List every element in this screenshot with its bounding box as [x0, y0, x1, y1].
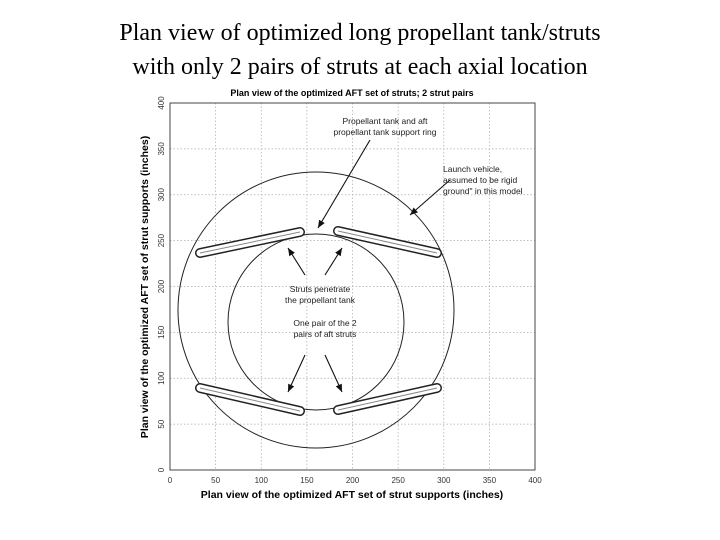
annotation: ground" in this model: [443, 186, 523, 196]
y-tick-label: 350: [157, 142, 166, 156]
strut: [195, 383, 305, 416]
annotation: pairs of aft struts: [294, 329, 357, 339]
x-tick-label: 250: [391, 476, 405, 485]
annotation: assumed to be rigid: [443, 175, 517, 185]
strut: [333, 383, 442, 415]
struts: [195, 226, 442, 416]
x-tick-label: 300: [437, 476, 451, 485]
annotation: propellant tank support ring: [333, 127, 436, 137]
y-tick-label: 300: [157, 188, 166, 202]
y-tick-label: 250: [157, 233, 166, 247]
figure-title: Plan view of the optimized AFT set of st…: [230, 88, 473, 98]
strut: [195, 227, 305, 258]
tank-circle: [227, 233, 405, 411]
y-tick-label: 100: [157, 371, 166, 385]
x-tick-label: 200: [346, 476, 360, 485]
x-tick-label: 350: [483, 476, 497, 485]
y-tick-label: 0: [157, 467, 166, 472]
annotation: Propellant tank and aft: [342, 116, 428, 126]
x-label: Plan view of the optimized AFT set of st…: [201, 489, 503, 501]
y-tick-label: 400: [157, 96, 166, 110]
annotation: Struts penetrate: [290, 284, 351, 294]
y-label: Plan view of the optimized AFT set of st…: [139, 136, 151, 438]
y-tick-label: 200: [157, 279, 166, 293]
slide-title: Plan view of optimized long propellant t…: [119, 20, 600, 46]
x-tick-label: 100: [255, 476, 269, 485]
vehicle-circle: [177, 171, 455, 449]
annotation: One pair of the 2: [293, 318, 357, 328]
x-tick-label: 150: [300, 476, 314, 485]
plot-frame: [169, 102, 536, 471]
x-tick-label: 400: [528, 476, 542, 485]
annotation: Launch vehicle,: [443, 164, 502, 174]
arrows: [287, 139, 451, 393]
slide-title: with only 2 pairs of struts at each axia…: [132, 54, 587, 80]
x-tick-label: 50: [211, 476, 220, 485]
y-tick-label: 150: [157, 325, 166, 339]
shapes: [177, 171, 455, 449]
annotation: the propellant tank: [285, 295, 356, 305]
y-tick-label: 50: [157, 419, 166, 428]
strut: [333, 226, 442, 258]
x-tick-label: 0: [168, 476, 173, 485]
